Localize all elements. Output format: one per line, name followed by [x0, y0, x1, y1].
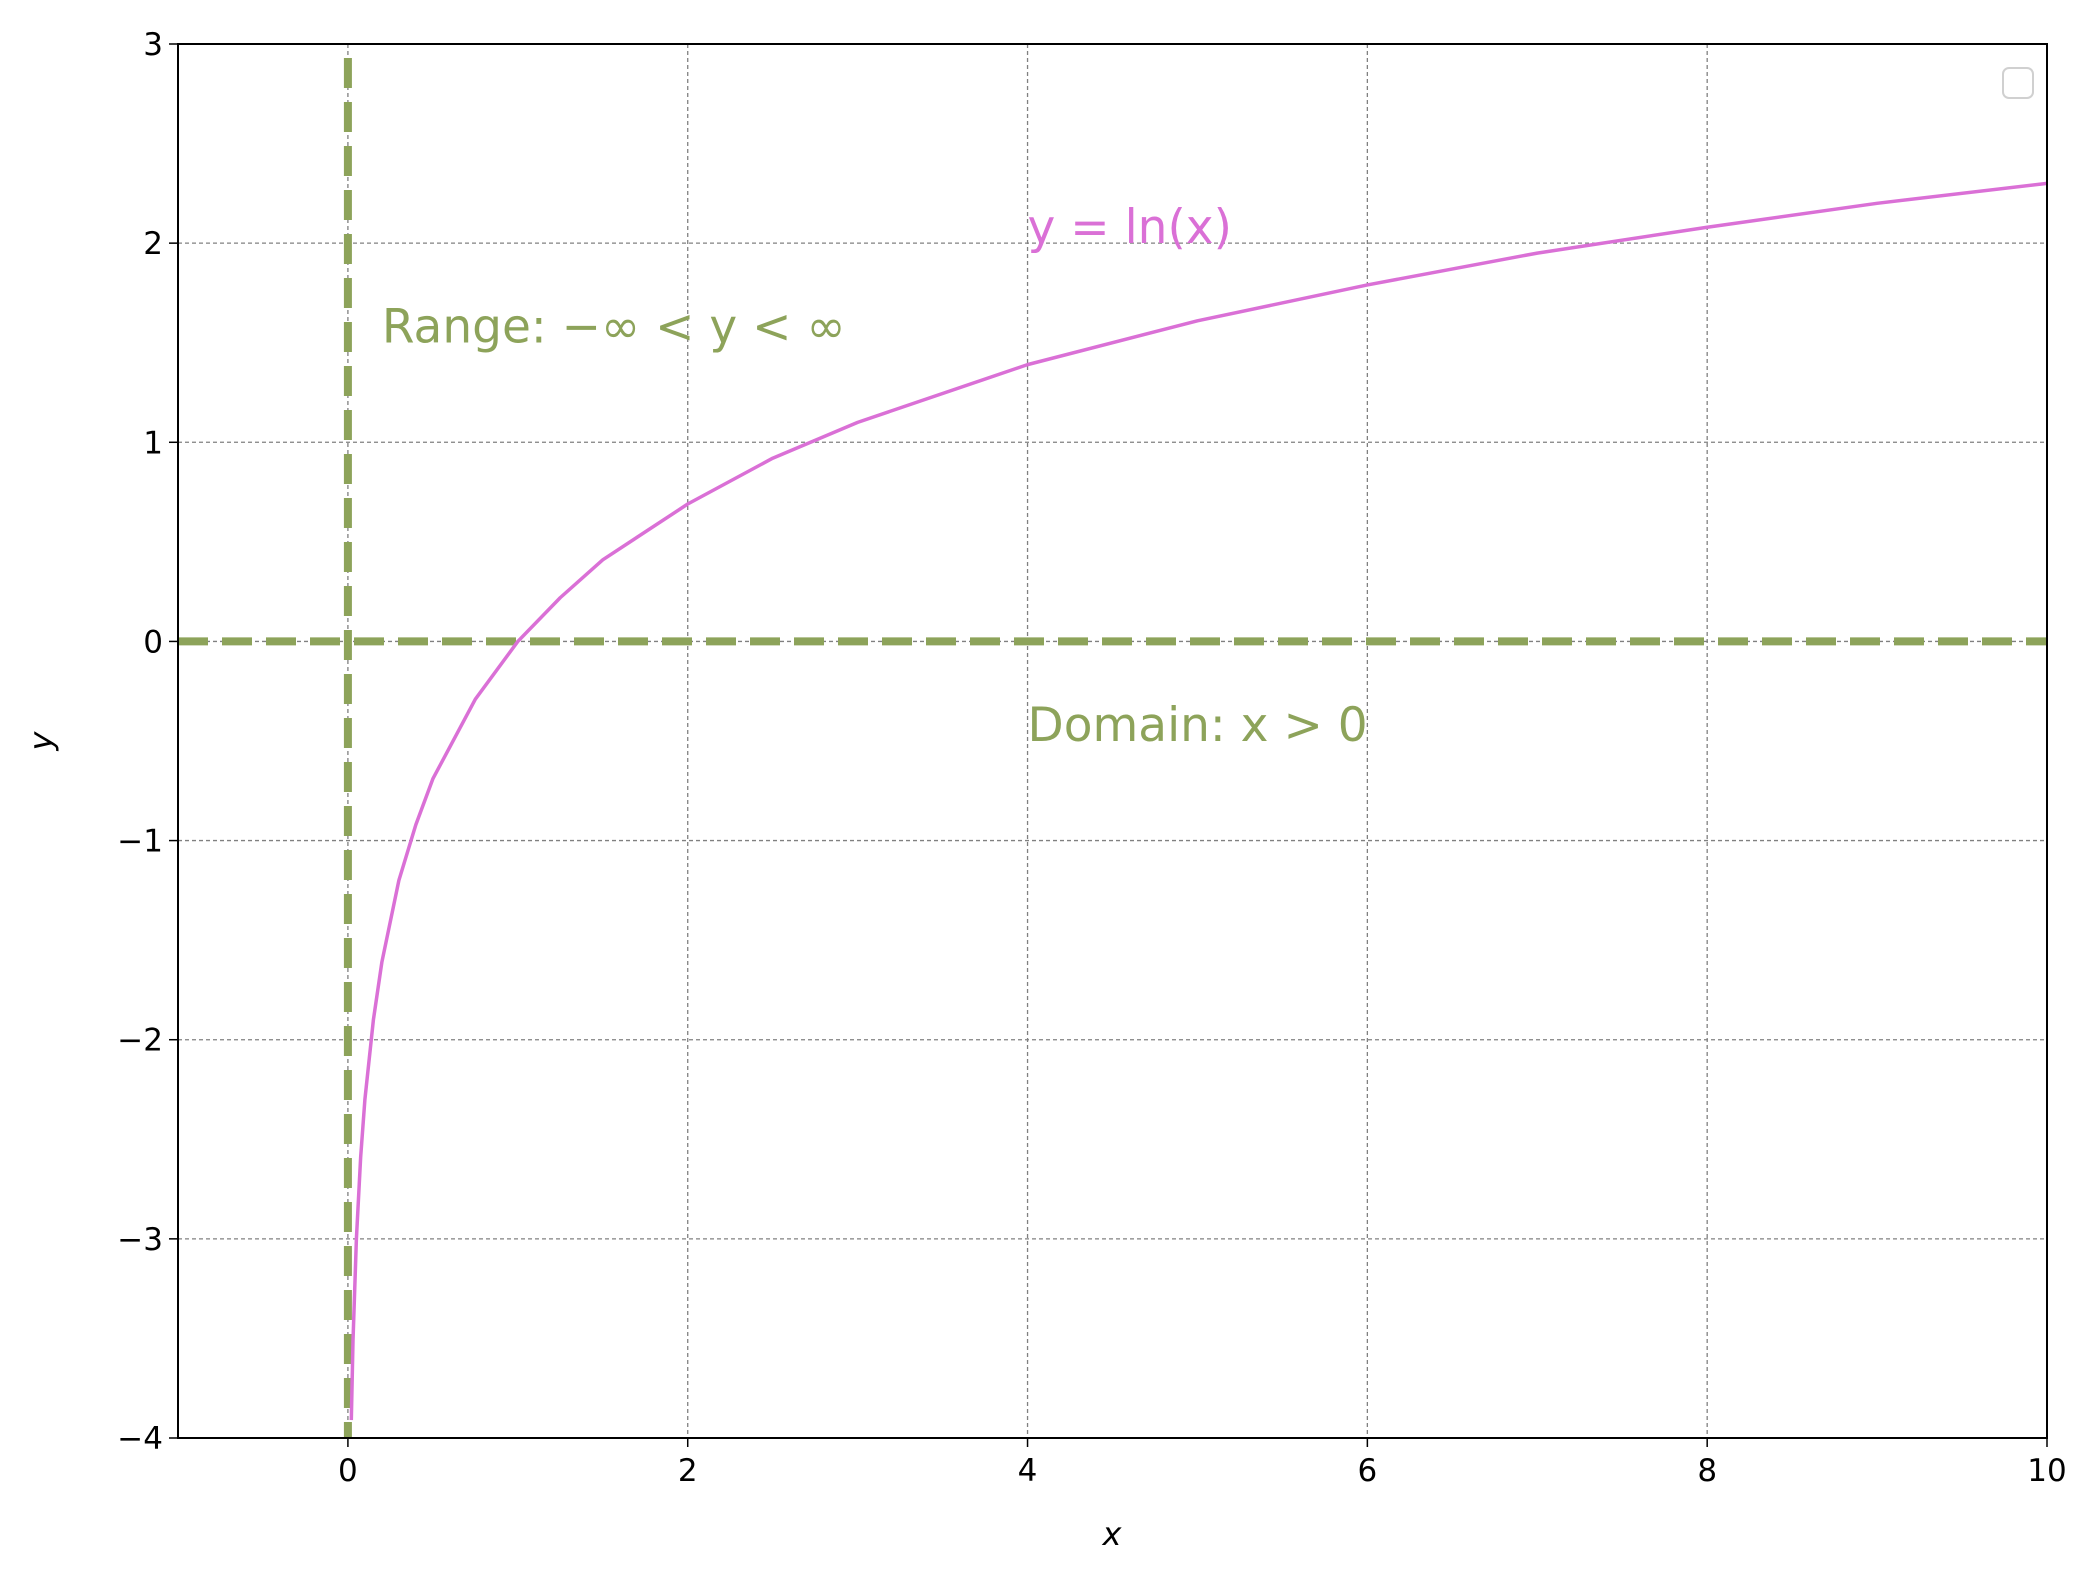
x-tick-label: 0 — [338, 1453, 358, 1489]
data-line — [349, 181, 2048, 1421]
legend-box — [2002, 67, 2034, 99]
y-tick-label: 2 — [143, 226, 163, 262]
y-axis-label: y — [22, 730, 60, 751]
x-tick-label: 10 — [2027, 1453, 2066, 1489]
plot-frame — [177, 43, 2048, 1439]
x-tick-label: 6 — [1357, 1453, 1377, 1489]
x-tick-label: 8 — [1697, 1453, 1717, 1489]
y-tick-label: 0 — [143, 624, 163, 660]
x-axis-label: x — [1102, 1515, 1123, 1553]
annotation: y = ln(x) — [1028, 200, 1232, 255]
y-tick-label: −1 — [117, 824, 163, 860]
x-tick-label: 2 — [678, 1453, 698, 1489]
x-tick-label: 4 — [1018, 1453, 1038, 1489]
y-tick-label: 3 — [143, 27, 163, 63]
y-tick-label: 1 — [143, 425, 163, 461]
annotation: Range: −∞ < y < ∞ — [382, 300, 846, 355]
y-tick-label: −3 — [117, 1222, 163, 1258]
annotation: Domain: x > 0 — [1028, 698, 1368, 753]
y-tick-label: −4 — [117, 1421, 163, 1457]
y-tick-label: −2 — [117, 1023, 163, 1059]
